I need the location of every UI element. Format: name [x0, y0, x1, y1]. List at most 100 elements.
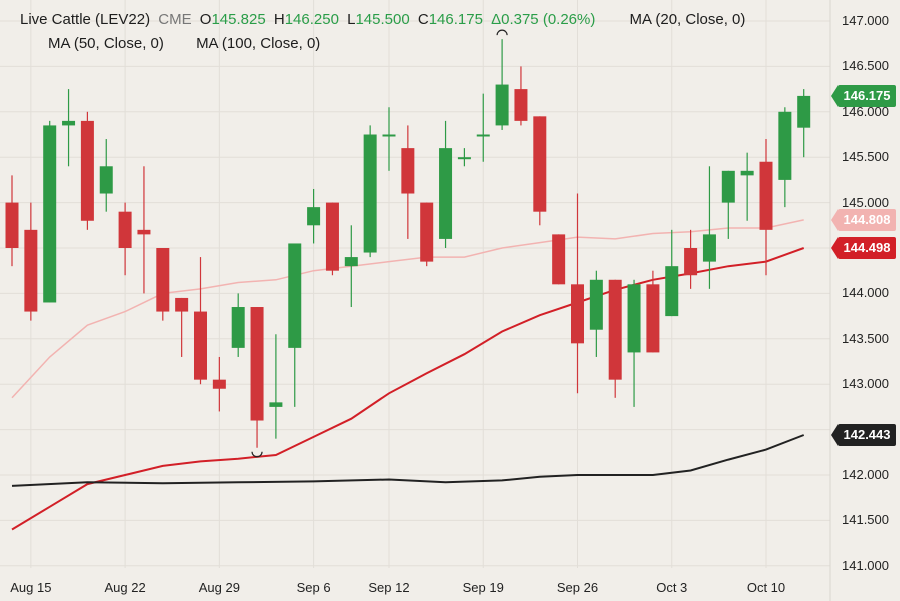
- candle-body: [175, 297, 189, 312]
- ma50-legend[interactable]: MA (50, Close, 0): [48, 35, 164, 52]
- candle: [702, 166, 716, 289]
- y-tick-label: 145.500: [842, 149, 889, 165]
- x-tick-label: Aug 15: [10, 580, 52, 595]
- candle-body: [137, 229, 151, 235]
- y-tick-label: 147.000: [842, 13, 889, 28]
- candle-body: [5, 202, 19, 248]
- candle-body: [797, 95, 811, 128]
- candle-body: [457, 157, 471, 160]
- y-tick-label: 143.000: [842, 376, 889, 392]
- candle: [533, 116, 547, 226]
- candle-body: [514, 89, 528, 121]
- candle-body: [118, 211, 132, 248]
- candle: [457, 148, 471, 167]
- close-value: 146.175: [428, 11, 483, 28]
- candle-body: [231, 307, 245, 348]
- candle: [797, 89, 811, 158]
- candle: [401, 125, 415, 239]
- candle-body: [288, 243, 302, 348]
- candle: [684, 229, 698, 289]
- candle: [665, 229, 679, 317]
- candle-body: [344, 257, 358, 267]
- ma-line-100: [11, 434, 805, 487]
- candle: [307, 188, 321, 244]
- y-tick-label: 144.000: [842, 285, 889, 301]
- high-key: H: [273, 11, 285, 28]
- y-tick-label: 146.500: [842, 58, 889, 74]
- candle-body: [156, 248, 170, 312]
- candle: [344, 225, 358, 308]
- candle: [778, 107, 792, 208]
- candle: [24, 202, 38, 321]
- candle-body: [62, 120, 76, 126]
- candle: [589, 270, 603, 357]
- candle: [382, 107, 396, 171]
- candle: [759, 139, 773, 276]
- candle-body: [608, 279, 622, 380]
- low-value: 145.500: [355, 11, 410, 28]
- y-tick-label: 146.000: [842, 103, 889, 119]
- close-key: C: [417, 11, 429, 28]
- candle-body: [495, 84, 509, 126]
- candle: [269, 334, 283, 439]
- candle: [627, 279, 641, 407]
- high-value: 146.250: [284, 11, 339, 28]
- candle-body: [759, 161, 773, 230]
- candle-body: [533, 116, 547, 212]
- ma50-price-tag: 144.498: [831, 237, 896, 260]
- x-tick-label: Sep 6: [296, 580, 331, 595]
- candle-body: [702, 234, 716, 262]
- candle-body: [307, 207, 321, 226]
- candle-body: [476, 134, 490, 137]
- candle-body: [552, 234, 566, 285]
- candle: [5, 175, 19, 267]
- candle-body: [589, 279, 603, 330]
- candle: [476, 93, 490, 162]
- candle: [439, 120, 453, 248]
- candle-body: [571, 284, 584, 344]
- x-tick-label: Sep 19: [462, 580, 504, 595]
- x-tick-label: Oct 10: [746, 580, 786, 595]
- candle-body: [363, 134, 377, 253]
- y-tick-label: 145.000: [842, 194, 889, 210]
- high-marker-arc: [496, 29, 508, 36]
- candle-body: [665, 266, 679, 317]
- x-tick-label: Sep 26: [556, 580, 599, 595]
- candle: [420, 202, 434, 267]
- ma20-legend[interactable]: MA (20, Close, 0): [629, 11, 746, 28]
- candle: [175, 297, 189, 357]
- candle-body: [212, 379, 226, 389]
- x-tick-label: Aug 22: [104, 580, 146, 595]
- candle: [80, 111, 94, 230]
- candle-body: [627, 284, 641, 353]
- candle-body: [382, 134, 396, 137]
- candle-body: [269, 402, 283, 407]
- candle-body: [99, 166, 113, 194]
- candle: [231, 293, 245, 357]
- candle-body: [420, 202, 434, 262]
- candle: [552, 234, 566, 285]
- last-price-tag: 146.175: [831, 84, 896, 107]
- candle-body: [194, 311, 207, 380]
- candle: [646, 270, 660, 353]
- candle: [137, 166, 151, 294]
- candle: [118, 202, 132, 276]
- candle: [740, 152, 754, 221]
- candle-body: [325, 202, 339, 271]
- candle: [250, 307, 264, 448]
- candle: [194, 257, 207, 385]
- candle-body: [721, 170, 735, 203]
- candle: [325, 202, 339, 276]
- candle-body: [740, 170, 754, 176]
- change-value: Δ0.375 (0.26%): [491, 11, 596, 28]
- candle-body: [250, 307, 264, 421]
- candle: [156, 248, 170, 321]
- candle-body: [401, 148, 415, 194]
- candle: [99, 139, 113, 212]
- ma100-legend[interactable]: MA (100, Close, 0): [196, 35, 321, 52]
- candle-body: [24, 229, 38, 312]
- legend-row-1: Live Cattle (LEV22) CME O145.825 H146.25…: [20, 11, 749, 28]
- candle-body: [778, 111, 792, 180]
- candle: [288, 243, 302, 407]
